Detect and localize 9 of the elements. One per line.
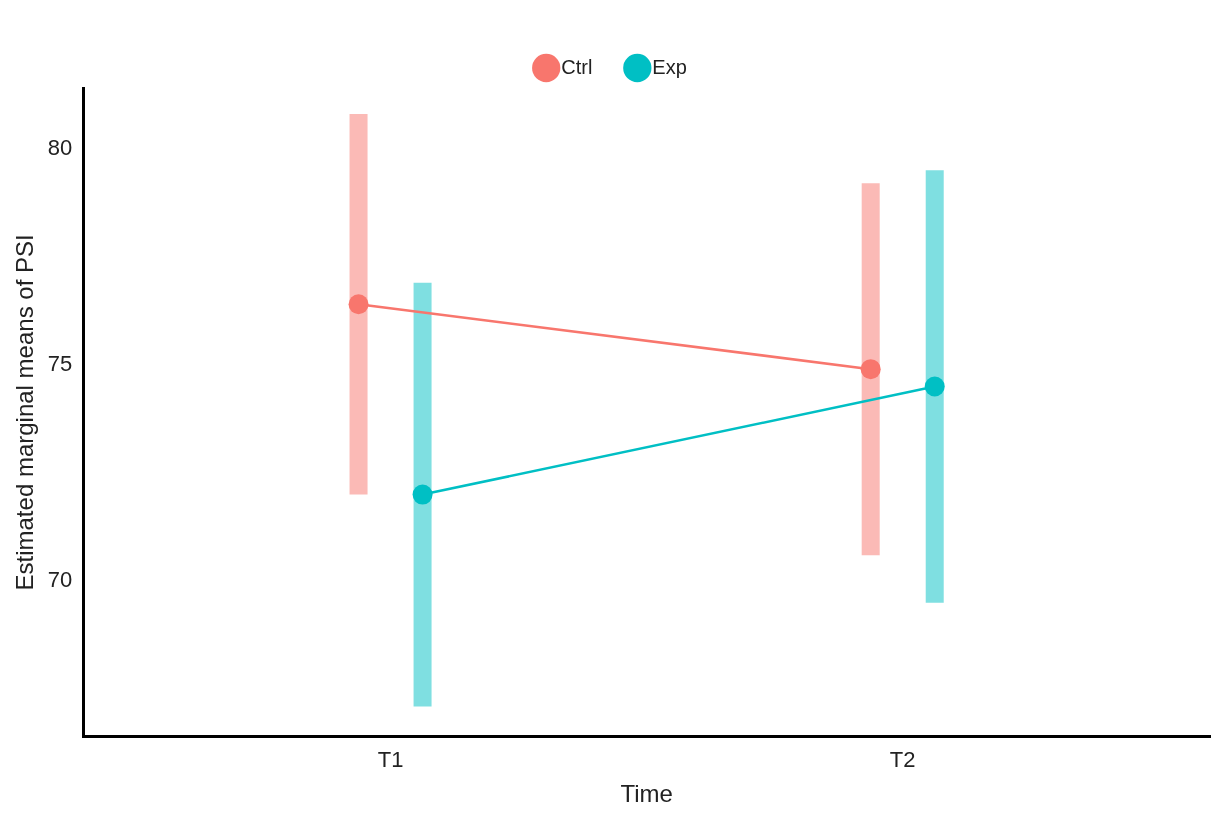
legend-label: Exp [652,55,687,78]
x-tick-label: T1 [377,747,404,773]
legend-label: Ctrl [561,55,593,78]
y-tick-label: 75 [47,350,73,376]
y-axis-title: Estimated marginal means of PSI [11,234,39,591]
x-axis-title: Time [620,780,673,808]
y-tick-label: 80 [47,134,73,160]
x-tick-label: T2 [889,747,916,773]
y-tick-label: 70 [47,567,73,593]
